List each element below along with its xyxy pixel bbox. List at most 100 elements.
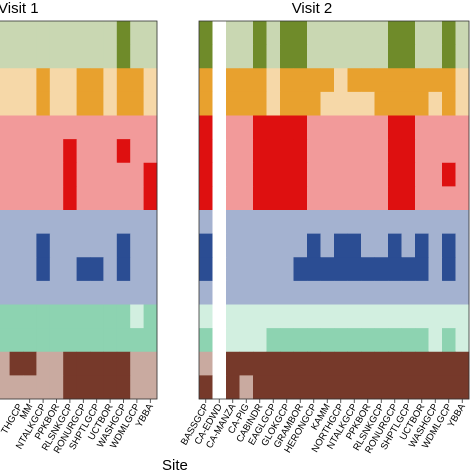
heatmap-cell [280, 139, 294, 164]
heatmap-cell [212, 257, 227, 282]
heatmap-cell [199, 44, 213, 69]
heatmap-cell [116, 351, 131, 376]
heatmap-cell [415, 233, 429, 258]
heatmap-cell [361, 304, 375, 329]
heatmap-cell [49, 351, 64, 376]
heatmap-cell [401, 210, 416, 235]
heatmap-cell [23, 91, 37, 116]
heatmap-cell [455, 375, 470, 400]
heatmap-panel-visit-2 [198, 20, 470, 400]
heatmap-cell [0, 257, 11, 282]
heatmap-cell [116, 68, 131, 93]
heatmap-cell [9, 257, 24, 282]
heatmap-cell [334, 210, 348, 235]
heatmap-cell [199, 186, 213, 211]
heatmap-cell [239, 233, 254, 258]
heatmap-cell [143, 21, 158, 46]
heatmap-cell [280, 186, 294, 211]
heatmap-cell [49, 186, 64, 211]
heatmap-cell [442, 210, 456, 235]
heatmap-cell [0, 44, 11, 69]
heatmap-cell [347, 280, 362, 305]
heatmap-cell [455, 186, 470, 211]
heatmap-cell [334, 21, 348, 46]
heatmap-cell [212, 186, 227, 211]
heatmap-cell [0, 328, 11, 353]
heatmap-cell [63, 21, 77, 46]
heatmap-cell [442, 115, 456, 140]
heatmap-cell [23, 280, 37, 305]
heatmap-cell [320, 351, 335, 376]
heatmap-cell [49, 257, 64, 282]
heatmap-cell [116, 280, 131, 305]
heatmap-cell [103, 280, 118, 305]
heatmap-cell [442, 68, 456, 93]
heatmap-cell [442, 139, 456, 164]
heatmap-cell [63, 210, 77, 235]
heatmap-cell [253, 210, 267, 235]
heatmap-cell [239, 162, 254, 187]
heatmap-cell [334, 139, 348, 164]
x-axis-label: Site [162, 457, 188, 474]
heatmap-cell [415, 210, 429, 235]
heatmap-cell [293, 210, 308, 235]
heatmap-cell [116, 304, 131, 329]
heatmap-cell [23, 233, 37, 258]
heatmap-cell [266, 304, 281, 329]
heatmap-cell [143, 68, 158, 93]
heatmap-cell [226, 328, 240, 353]
heatmap-cell [0, 375, 11, 400]
heatmap-cell [293, 280, 308, 305]
heatmap-cell [143, 186, 158, 211]
heatmap-cell [226, 210, 240, 235]
heatmap-cell [143, 162, 158, 187]
heatmap-cell [90, 186, 104, 211]
heatmap-cell [76, 375, 91, 400]
heatmap-cell [63, 44, 77, 69]
heatmap-cell [388, 280, 402, 305]
heatmap-cell [90, 139, 104, 164]
heatmap-cell [36, 351, 51, 376]
heatmap-cell [76, 351, 91, 376]
heatmap-cell [116, 91, 131, 116]
heatmap-cell [36, 21, 51, 46]
heatmap-cell [239, 115, 254, 140]
heatmap-cell [103, 210, 118, 235]
heatmap-cell [307, 139, 321, 164]
heatmap-cell [293, 304, 308, 329]
heatmap-cell [415, 21, 429, 46]
heatmap-cell [63, 115, 77, 140]
heatmap-cell [401, 21, 416, 46]
heatmap-cell [280, 44, 294, 69]
heatmap-cell [334, 375, 348, 400]
heatmap-cell [253, 21, 267, 46]
heatmap-cell [239, 328, 254, 353]
heatmap-cell [63, 328, 77, 353]
heatmap-cell [116, 328, 131, 353]
heatmap-cell [63, 304, 77, 329]
heatmap-cell [361, 91, 375, 116]
heatmap-cell [320, 233, 335, 258]
heatmap-cell [415, 44, 429, 69]
heatmap-cell [63, 186, 77, 211]
heatmap-cell [320, 139, 335, 164]
heatmap-cell [130, 115, 144, 140]
heatmap-cell [293, 233, 308, 258]
heatmap-cell [199, 115, 213, 140]
heatmap-cell [103, 186, 118, 211]
heatmap-cell [401, 139, 416, 164]
heatmap-cell [361, 210, 375, 235]
heatmap-cell [63, 351, 77, 376]
heatmap-cell [307, 233, 321, 258]
heatmap-cell [428, 257, 443, 282]
x-tick-labels-visit-2: BASSGCPCA-EDWDCA-MANZACA-PIGCABINDREAGLG… [179, 399, 468, 455]
heatmap-cell [455, 44, 470, 69]
heatmap-cell [212, 139, 227, 164]
heatmap-cell [415, 375, 429, 400]
heatmap-cell [266, 139, 281, 164]
heatmap-cell [90, 44, 104, 69]
heatmap-cell [442, 91, 456, 116]
heatmap-cell [455, 304, 470, 329]
heatmap-cell [266, 186, 281, 211]
heatmap-cell [226, 68, 240, 93]
